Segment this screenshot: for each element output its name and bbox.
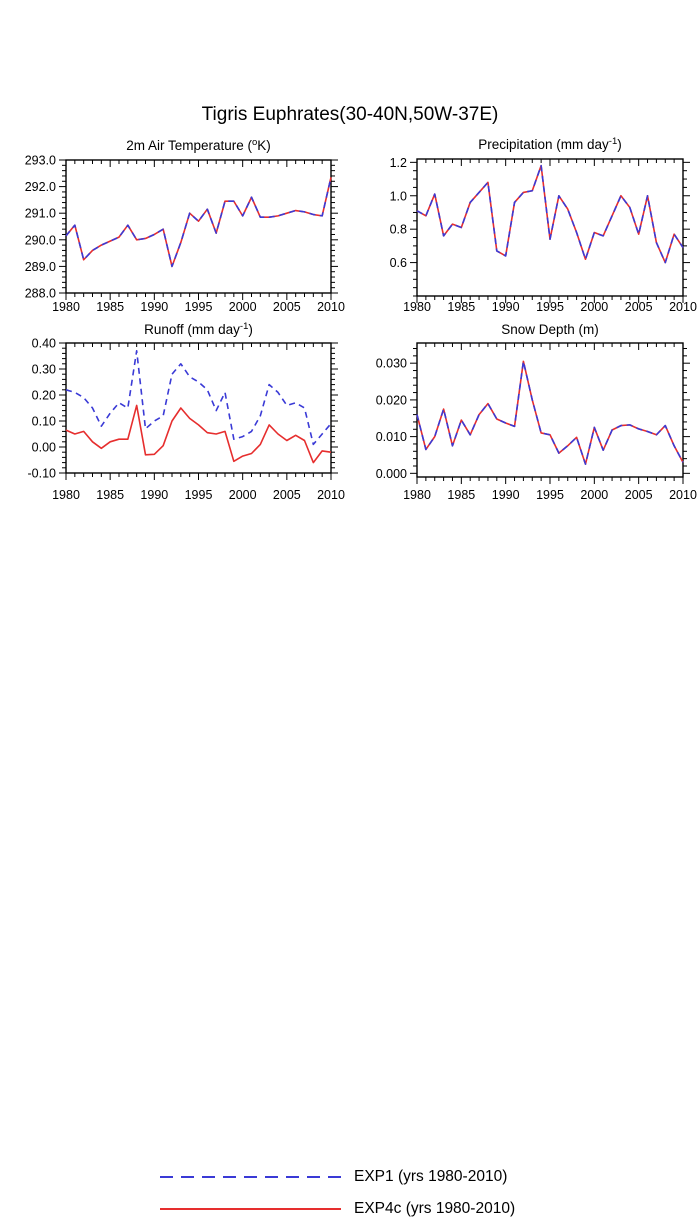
x-tick-label: 1980 [403, 488, 431, 502]
plot-frame [65, 342, 332, 474]
chart-snow-depth: 1980 1985 1990 1995 2000 2005 2010 0.000 0.010 0.… [350, 318, 700, 510]
y-tick-label: 0.20 [32, 389, 56, 403]
x-tick-label: 2010 [669, 488, 697, 502]
plot-frame [65, 159, 332, 294]
x-tick-label: 1985 [447, 488, 475, 502]
series-EXP4c [416, 164, 684, 264]
y-tick-label: 291.0 [25, 207, 56, 221]
x-tick-label: 1990 [492, 488, 520, 502]
legend-item-exp4c: EXP4c (yrs 1980-2010) [160, 1200, 515, 1218]
series-EXP1 [416, 164, 684, 264]
x-tick-label: 2010 [317, 488, 345, 502]
subplot-title: Runoff (mm day-1) [144, 321, 253, 337]
y-tick-label: 290.0 [25, 233, 56, 247]
y-tick-label: 0.40 [32, 337, 56, 351]
exp4c-solid-line-swatch [160, 1208, 341, 1210]
x-tick-label: 2000 [229, 488, 257, 502]
x-tick-label: 1985 [96, 488, 124, 502]
x-tick-label: 2010 [669, 300, 697, 314]
series-EXP1 [416, 360, 684, 465]
plot-frame [416, 158, 684, 297]
legend: EXP1 (yrs 1980-2010) EXP4c (yrs 1980-201… [0, 580, 700, 1217]
chart-runoff: 1980 1985 1990 1995 2000 2005 2010 -0.10 0.00 0.1… [0, 318, 350, 510]
precipitation-plot-svg: 1980 1985 1990 1995 2000 2005 2010 0.6 0.8 1.0 1.2… [390, 136, 697, 314]
snow-depth-plot-svg: 1980 1985 1990 1995 2000 2005 2010 0.000 0.010 0.… [376, 322, 697, 502]
axes [410, 159, 690, 303]
y-tick-label: 1.2 [390, 156, 407, 170]
chart-precipitation: 1980 1985 1990 1995 2000 2005 2010 0.6 0.8 1.0 1.2… [350, 128, 700, 320]
x-tick-label: 1995 [185, 300, 213, 314]
axes [410, 343, 690, 484]
chart-air-temperature: 1980 1985 1990 1995 2000 2005 2010 288.0 289.0 29… [0, 128, 350, 320]
plot-frame [416, 342, 684, 478]
subplot-title: 2m Air Temperature (oK) [126, 137, 271, 153]
y-tick-label: 0.6 [390, 256, 407, 270]
axes [59, 159, 338, 300]
y-tick-label: 289.0 [25, 260, 56, 274]
runoff-plot-svg: 1980 1985 1990 1995 2000 2005 2010 -0.10 0.00 0.1… [28, 321, 345, 502]
y-tick-label: 293.0 [25, 154, 56, 168]
series-EXP4c [65, 404, 332, 464]
x-tick-label: 2005 [273, 488, 301, 502]
series-EXP4c [65, 177, 332, 268]
x-tick-label: 1995 [536, 300, 564, 314]
y-tick-label: 1.0 [390, 189, 407, 203]
x-tick-label: 2005 [273, 300, 301, 314]
y-tick-label: 0.10 [32, 415, 56, 429]
x-tick-label: 1980 [52, 488, 80, 502]
x-tick-label: 1995 [185, 488, 213, 502]
y-tick-label: 0.030 [376, 357, 407, 371]
exp4c-label: EXP4c (yrs 1980-2010) [354, 1200, 516, 1217]
x-tick-label: 2010 [317, 300, 345, 314]
y-tick-label: 0.8 [390, 223, 407, 237]
series-EXP1 [65, 349, 332, 446]
y-tick-label: 0.020 [376, 393, 407, 407]
figure-page: { "title": "Tigris Euphrates(30-40N,50W-… [0, 104, 700, 1217]
x-tick-label: 1980 [52, 300, 80, 314]
y-tick-label: 288.0 [25, 287, 56, 301]
x-tick-label: 2005 [625, 488, 653, 502]
x-tick-label: 1990 [492, 300, 520, 314]
y-tick-label: 0.00 [32, 441, 56, 455]
x-tick-label: 2005 [625, 300, 653, 314]
page-title: Tigris Euphrates(30-40N,50W-37E) [201, 104, 499, 125]
series-EXP4c [416, 360, 684, 465]
x-tick-label: 1980 [403, 300, 431, 314]
air-temperature-plot-svg: 1980 1985 1990 1995 2000 2005 2010 288.0 289.0 29… [25, 137, 345, 314]
y-tick-label: -0.10 [28, 467, 57, 481]
y-tick-label: 292.0 [25, 180, 56, 194]
x-tick-label: 2000 [229, 300, 257, 314]
exp1-dashed-line-swatch [160, 1176, 341, 1178]
y-tick-label: 0.010 [376, 430, 407, 444]
x-tick-label: 2000 [580, 488, 608, 502]
subplot-title: Snow Depth (m) [501, 322, 599, 337]
x-tick-label: 1990 [140, 488, 168, 502]
axes [59, 342, 338, 480]
y-tick-label: 0.000 [376, 467, 407, 481]
x-tick-label: 1990 [140, 300, 168, 314]
x-tick-label: 1995 [536, 488, 564, 502]
x-tick-label: 2000 [580, 300, 608, 314]
legend-item-exp1: EXP1 (yrs 1980-2010) [160, 1168, 507, 1186]
x-tick-label: 1985 [447, 300, 475, 314]
subplot-title: Precipitation (mm day-1) [478, 136, 622, 152]
y-tick-label: 0.30 [32, 363, 56, 377]
exp1-label: EXP1 (yrs 1980-2010) [354, 1168, 508, 1185]
x-tick-label: 1985 [96, 300, 124, 314]
